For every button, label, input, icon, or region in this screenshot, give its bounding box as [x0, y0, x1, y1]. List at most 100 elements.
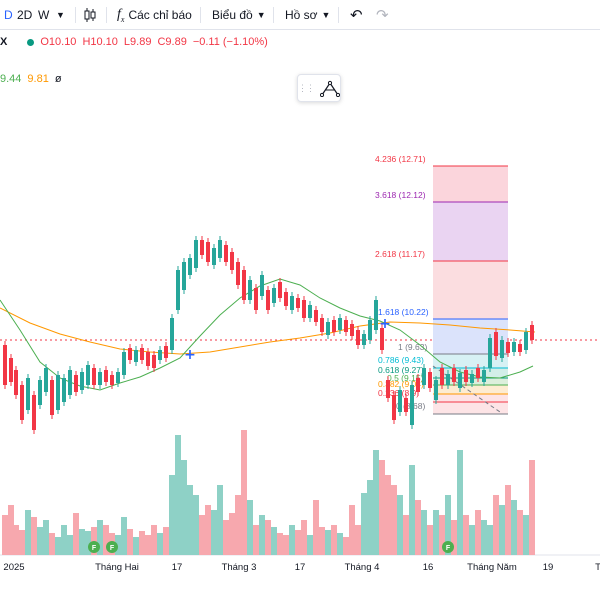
fib-level-label: 3.618 (12.12) [375, 190, 426, 200]
volume-bar [481, 520, 487, 555]
candle-body [404, 398, 408, 412]
candle-body [170, 318, 174, 350]
undo-button[interactable]: ↶ [350, 0, 363, 30]
volume-bar [49, 533, 55, 555]
volume-bar [19, 530, 25, 555]
candle-body [212, 248, 216, 265]
candle-body [338, 318, 342, 330]
drag-handle-icon[interactable]: ⋮⋮ [298, 82, 315, 93]
interval-w-button[interactable]: W [38, 0, 49, 30]
charts-label: Biểu đồ [212, 8, 253, 22]
fib-labels: 4.236 (12.71) 3.618 (12.12) 2.618 (11.17) 1… [375, 154, 429, 411]
volume-bar [493, 495, 499, 555]
volume-bar [217, 485, 223, 555]
time-axis-label: Tháng Hai [95, 562, 139, 573]
candle-body [314, 310, 318, 322]
volume-bar [469, 525, 475, 555]
volume-bar [385, 475, 391, 555]
indicators-button[interactable]: fx Các chỉ báo [117, 0, 192, 30]
candle-body [20, 385, 24, 420]
volume-bar [523, 515, 529, 555]
fib-zone [433, 368, 508, 378]
interval-d-button[interactable]: D [4, 0, 13, 30]
redo-button[interactable]: ↷ [376, 0, 389, 30]
time-axis-label: 2025 [3, 562, 24, 573]
volume-bar [145, 535, 151, 555]
volume-bar [337, 533, 343, 555]
candle-body [218, 240, 222, 258]
candle-body [410, 385, 414, 425]
time-axis[interactable]: 2025 Tháng Hai 17 Tháng 3 17 Tháng 4 16 Tháng N… [3, 562, 600, 573]
fx-icon: fx [117, 6, 125, 24]
candle-body [134, 350, 138, 362]
candle-body [494, 332, 498, 356]
volume-bar [8, 505, 14, 555]
candle-body [146, 352, 150, 366]
volume-bar [319, 527, 325, 555]
candle-body [32, 395, 36, 430]
ohlc-legend: X O10.10 H10.10 L9.89 C9.89 −0.11 (−1.10… [0, 36, 268, 48]
volume-bar [391, 485, 397, 555]
symbol-label[interactable]: X [0, 36, 8, 48]
chevron-down-icon: ▼ [321, 10, 331, 20]
market-status-icon[interactable] [27, 38, 35, 46]
fib-level-label: 0.382 (9.04) [378, 379, 424, 389]
floating-drawing-toolbar[interactable]: ⋮⋮ [297, 74, 341, 102]
volume-bar [259, 515, 265, 555]
volume-bar [511, 500, 517, 555]
candle-body [272, 288, 276, 303]
volume-bar [31, 517, 37, 555]
volume-bar [199, 515, 205, 555]
volume-bar [367, 480, 373, 555]
volume-bar [211, 510, 217, 555]
volume-bar [433, 510, 439, 555]
volume-bar [37, 527, 43, 555]
ma-slow-value: 9.81 [27, 73, 49, 85]
volume-bar [307, 535, 313, 555]
candle-body [248, 280, 252, 300]
price-chart[interactable]: 4.236 (12.71) 3.618 (12.12) 2.618 (11.17) 1… [0, 30, 600, 600]
volume-bar [241, 430, 247, 555]
divider [338, 7, 339, 23]
chart-type-button[interactable] [83, 0, 97, 30]
indicators-label: Các chỉ báo [128, 8, 192, 22]
earnings-event-icon[interactable]: F [442, 541, 454, 553]
fib-extension-drawing[interactable] [432, 165, 508, 415]
time-axis-label: 17 [172, 562, 183, 573]
volume-bar [277, 533, 283, 555]
candle-body [524, 332, 528, 350]
time-axis-label: Tháng Năm [467, 562, 517, 573]
profile-button[interactable]: Hồ sơ ▼ [285, 0, 330, 30]
candle-body [320, 318, 324, 332]
redo-icon: ↷ [376, 7, 389, 24]
volume-bar [349, 505, 355, 555]
volume-bar [235, 495, 241, 555]
candle-body [98, 372, 102, 385]
volume-bar [13, 525, 19, 555]
top-toolbar: D 2D W ▼ fx Các chỉ báo Biểu đồ ▼ Hồ sơ … [0, 0, 600, 30]
close-value: C9.89 [157, 36, 187, 48]
volume-bar [403, 515, 409, 555]
volume-bar [103, 525, 109, 555]
earnings-event-icon[interactable]: F [88, 541, 100, 553]
candle-body [80, 372, 84, 390]
volume-bar [187, 485, 193, 555]
ma-fast-value: 9.44 [0, 73, 22, 85]
interval-dropdown-button[interactable]: ▼ [56, 0, 65, 30]
candle-body [236, 262, 240, 285]
earnings-event-icon[interactable]: F [106, 541, 118, 553]
candle-body [68, 370, 72, 395]
volume-bar [517, 510, 523, 555]
fib-zone [433, 261, 508, 319]
fib-extension-icon[interactable] [320, 79, 340, 97]
interval-2d-button[interactable]: 2D [17, 0, 32, 30]
candle-body [500, 340, 504, 358]
volume-bar [139, 531, 145, 555]
svg-text:F: F [110, 545, 115, 552]
fib-zone [433, 394, 508, 414]
candle-body [530, 325, 534, 340]
svg-text:F: F [446, 545, 451, 552]
candle-body [116, 372, 120, 383]
charts-button[interactable]: Biểu đồ ▼ [212, 0, 266, 30]
fib-zone [433, 202, 508, 261]
